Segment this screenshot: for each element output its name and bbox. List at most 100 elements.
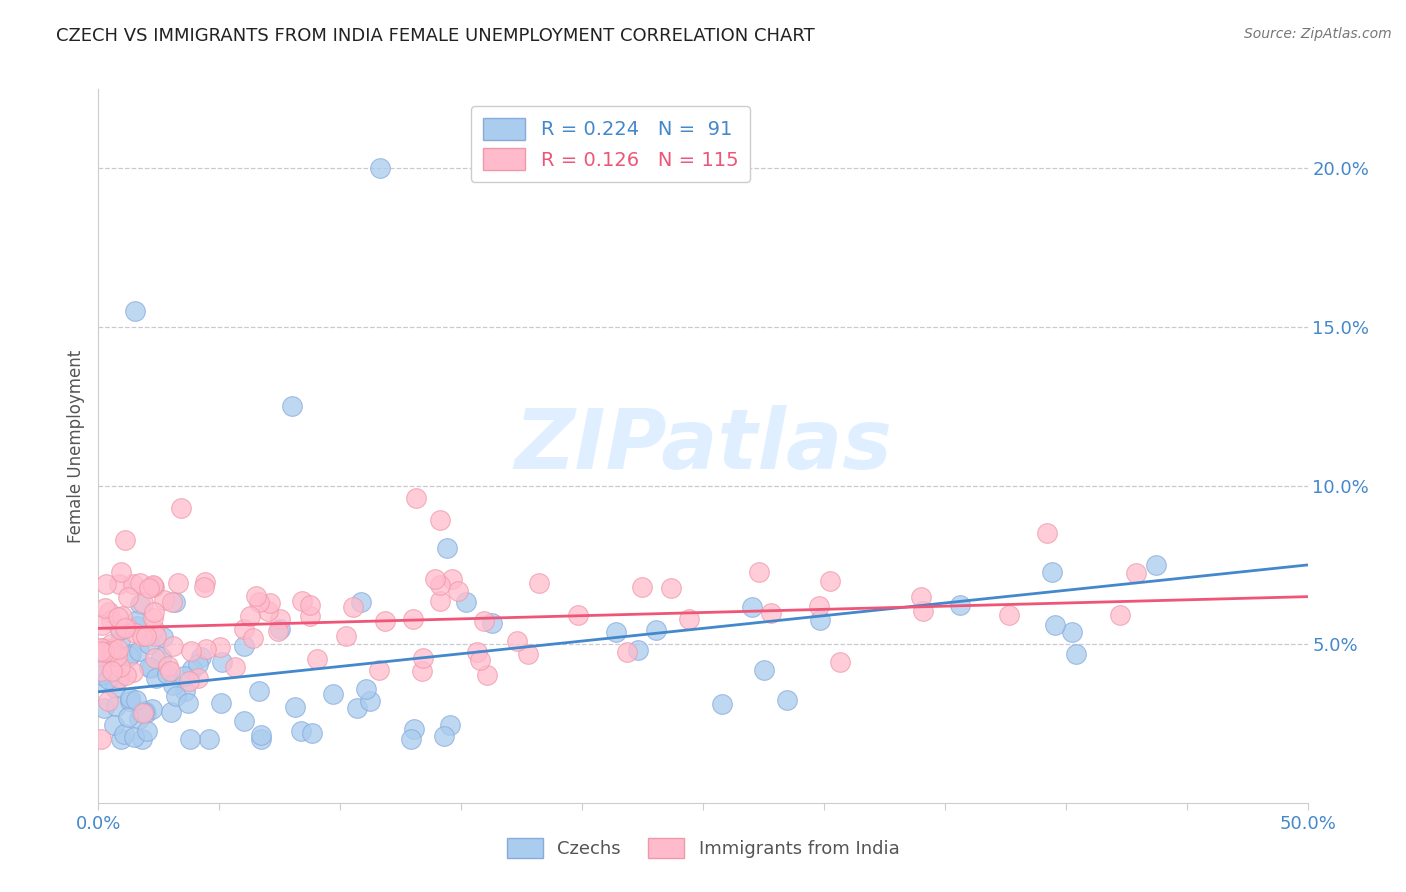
- Czechs: [710, 698, 733, 712]
- Immigrants from India: [105, 648, 128, 663]
- Immigrants from India: [818, 574, 841, 588]
- Immigrants from India: [472, 614, 495, 628]
- Czechs: [128, 712, 150, 726]
- Immigrants from India: [631, 580, 654, 594]
- Text: Source: ZipAtlas.com: Source: ZipAtlas.com: [1244, 27, 1392, 41]
- Czechs: [645, 624, 668, 638]
- Immigrants from India: [247, 595, 270, 609]
- Immigrants from India: [429, 594, 451, 608]
- Czechs: [301, 726, 323, 740]
- Czechs: [112, 726, 135, 740]
- Immigrants from India: [298, 598, 321, 612]
- Immigrants from India: [142, 579, 165, 593]
- Czechs: [439, 718, 461, 732]
- Czechs: [281, 400, 304, 414]
- Immigrants from India: [114, 533, 136, 548]
- Immigrants from India: [425, 572, 447, 586]
- Immigrants from India: [761, 606, 783, 620]
- Immigrants from India: [224, 660, 246, 674]
- Immigrants from India: [506, 634, 529, 648]
- Immigrants from India: [135, 629, 157, 643]
- Immigrants from India: [367, 663, 389, 677]
- Immigrants from India: [128, 576, 150, 591]
- Immigrants from India: [402, 612, 425, 626]
- Immigrants from India: [162, 639, 184, 653]
- Immigrants from India: [143, 650, 166, 665]
- Czechs: [124, 730, 146, 744]
- Czechs: [139, 661, 162, 675]
- Czechs: [149, 649, 172, 664]
- Czechs: [138, 660, 160, 674]
- Immigrants from India: [142, 622, 165, 636]
- Immigrants from India: [91, 640, 114, 655]
- Czechs: [179, 732, 201, 747]
- Immigrants from India: [100, 613, 122, 627]
- Immigrants from India: [142, 605, 165, 619]
- Czechs: [117, 710, 139, 724]
- Czechs: [118, 694, 141, 708]
- Czechs: [108, 634, 131, 648]
- Immigrants from India: [97, 642, 120, 657]
- Immigrants from India: [257, 604, 280, 618]
- Czechs: [127, 618, 149, 632]
- Czechs: [162, 678, 184, 692]
- Immigrants from India: [93, 601, 115, 615]
- Text: ZIPatlas: ZIPatlas: [515, 406, 891, 486]
- Immigrants from India: [97, 605, 120, 619]
- Immigrants from India: [429, 513, 451, 527]
- Immigrants from India: [194, 574, 217, 589]
- Czechs: [808, 613, 831, 627]
- Czechs: [1062, 625, 1084, 640]
- Czechs: [134, 704, 156, 718]
- Czechs: [436, 541, 458, 556]
- Immigrants from India: [100, 644, 122, 658]
- Czechs: [190, 650, 212, 665]
- Czechs: [160, 705, 183, 719]
- Immigrants from India: [187, 671, 209, 685]
- Czechs: [103, 718, 125, 732]
- Immigrants from India: [132, 706, 155, 720]
- Immigrants from India: [98, 647, 121, 661]
- Czechs: [118, 690, 141, 705]
- Immigrants from India: [157, 658, 180, 673]
- Immigrants from India: [177, 673, 200, 688]
- Immigrants from India: [468, 652, 491, 666]
- Czechs: [90, 668, 112, 682]
- Immigrants from India: [567, 608, 589, 623]
- Czechs: [346, 700, 368, 714]
- Immigrants from India: [111, 608, 134, 623]
- Immigrants from India: [90, 644, 112, 658]
- Czechs: [209, 696, 232, 710]
- Immigrants from India: [232, 622, 254, 636]
- Immigrants from India: [1108, 607, 1130, 622]
- Immigrants from India: [107, 610, 129, 624]
- Immigrants from India: [299, 609, 322, 624]
- Czechs: [136, 724, 159, 739]
- Czechs: [368, 161, 391, 176]
- Immigrants from India: [911, 604, 934, 618]
- Czechs: [949, 599, 972, 613]
- Immigrants from India: [91, 617, 114, 632]
- Czechs: [433, 729, 456, 743]
- Immigrants from India: [100, 664, 122, 678]
- Immigrants from India: [239, 608, 262, 623]
- Immigrants from India: [101, 641, 124, 656]
- Y-axis label: Female Unemployment: Female Unemployment: [67, 350, 86, 542]
- Czechs: [93, 701, 115, 715]
- Immigrants from India: [517, 647, 540, 661]
- Immigrants from India: [115, 667, 138, 681]
- Czechs: [105, 699, 128, 714]
- Czechs: [152, 630, 174, 644]
- Immigrants from India: [467, 644, 489, 658]
- Immigrants from India: [748, 565, 770, 579]
- Czechs: [1144, 558, 1167, 573]
- Immigrants from India: [910, 590, 932, 604]
- Immigrants from India: [90, 640, 112, 655]
- Immigrants from India: [405, 491, 427, 506]
- Immigrants from India: [114, 621, 136, 635]
- Immigrants from India: [167, 575, 190, 590]
- Czechs: [124, 615, 146, 629]
- Immigrants from India: [93, 645, 115, 659]
- Immigrants from India: [110, 565, 132, 579]
- Immigrants from India: [160, 594, 183, 608]
